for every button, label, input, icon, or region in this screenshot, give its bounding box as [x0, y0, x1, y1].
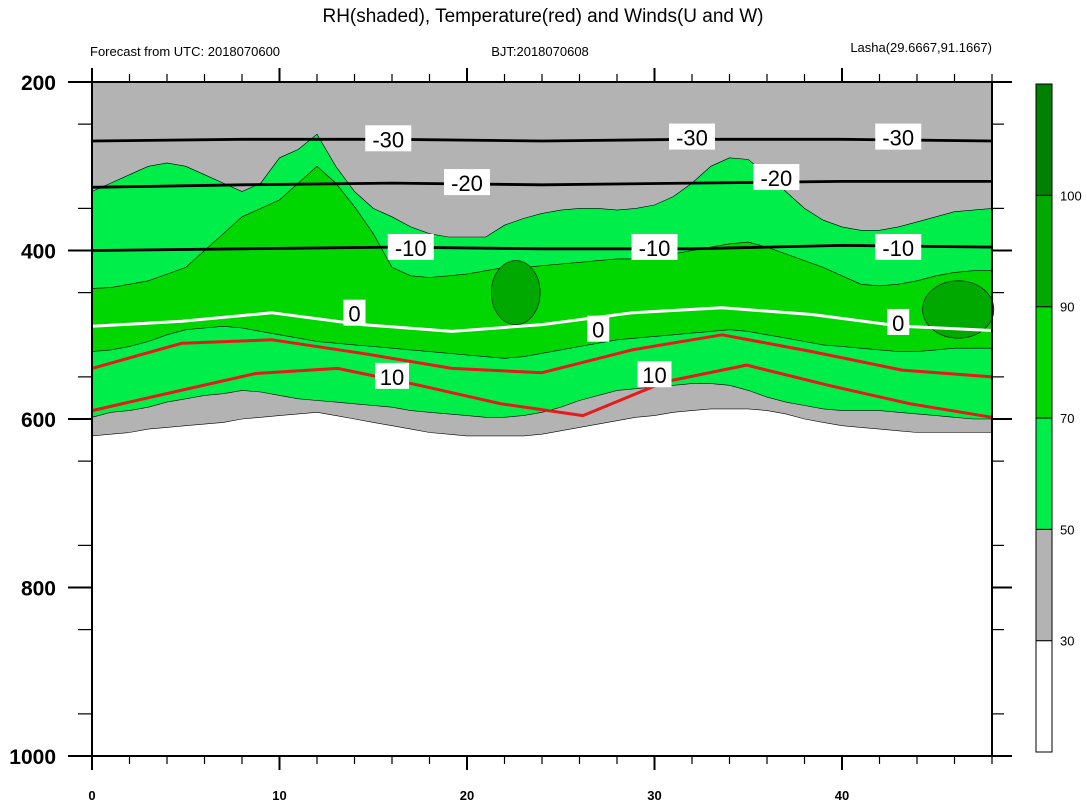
isotherm-label: -10	[639, 236, 671, 261]
isotherm--10	[91, 243, 993, 252]
isotherm-label-bg	[387, 233, 434, 260]
isotherm-label: -10	[882, 236, 914, 261]
colorbar: 30 50 70 90 100	[1035, 83, 1082, 753]
colorbar-segment	[1035, 306, 1053, 419]
subtitle-left: Forecast from UTC: 2018070600	[90, 44, 280, 59]
chart-title: RH(shaded), Temperature(red) and Winds(U…	[322, 6, 763, 27]
isotherm-label: 0	[592, 318, 604, 343]
x-tick-label: 40	[835, 788, 849, 803]
isotherm-label-bg	[753, 164, 800, 191]
isotherm-label-bg	[637, 361, 672, 388]
isotherm-label-bg	[375, 362, 409, 389]
subtitle-right: Lasha(29.6667,91.1667)	[850, 40, 992, 55]
y-tick-label: 1000	[9, 746, 56, 769]
colorbar-segment	[1035, 83, 1053, 196]
colorbar-label: 90	[1060, 300, 1074, 315]
isotherm-label-bg	[887, 308, 910, 335]
colorbar-segment	[1035, 640, 1053, 753]
isotherm-label: 10	[380, 365, 404, 390]
colorbar-label: 50	[1060, 522, 1074, 537]
isotherm-10	[91, 333, 993, 379]
isotherm-labels: -30 -30 -30 -20 -20 -10 -10 -10 0 0 0 10 10	[343, 123, 922, 390]
isotherm-label: -30	[882, 126, 914, 151]
isotherm-label: 10	[642, 363, 666, 388]
rh-patch-90-0	[491, 260, 541, 325]
isotherm-label-bg	[444, 169, 490, 196]
colorbar-segment	[1035, 417, 1053, 530]
temperature-contours	[91, 137, 993, 419]
isotherm-label-bg	[631, 233, 678, 260]
isotherm-label: -30	[676, 126, 708, 151]
x-tick-label: 30	[647, 788, 661, 803]
rh-patch-90-1	[922, 280, 995, 339]
isotherm-label-bg	[343, 299, 366, 326]
y-tick-label: 800	[21, 578, 56, 601]
colorbar-segment	[1035, 194, 1053, 308]
isotherm-label-bg	[365, 125, 412, 152]
isotherm-label: 0	[892, 311, 904, 336]
isotherm--20	[91, 179, 992, 189]
isotherm-label-bg	[587, 315, 610, 342]
plot-area	[91, 81, 995, 437]
x-tick-label: 0	[88, 788, 95, 803]
isotherm-label: -20	[451, 171, 483, 196]
subtitle-center: BJT:2018070608	[491, 44, 589, 59]
y-tick-label: 600	[21, 409, 56, 432]
isotherm--30	[91, 137, 993, 143]
isotherm-label-bg	[669, 123, 715, 150]
y-tick-label: 400	[21, 241, 56, 264]
isotherm-label: -20	[760, 166, 792, 191]
isotherm-0	[91, 306, 993, 333]
isotherm-label-bg	[875, 123, 922, 150]
colorbar-label: 70	[1060, 411, 1074, 426]
isotherm-label: -30	[372, 127, 404, 152]
y-tick-label: 200	[21, 72, 56, 95]
colorbar-label: 30	[1060, 634, 1074, 649]
isotherm-label: -10	[395, 236, 427, 261]
colorbar-segment	[1035, 528, 1053, 642]
colorbar-label: 100	[1060, 188, 1082, 203]
x-tick-label: 20	[460, 788, 474, 803]
isotherm-label-bg	[875, 233, 922, 260]
x-tick-label: 10	[272, 788, 286, 803]
isotherm-15	[91, 363, 993, 419]
isotherm-label: 0	[348, 302, 360, 327]
